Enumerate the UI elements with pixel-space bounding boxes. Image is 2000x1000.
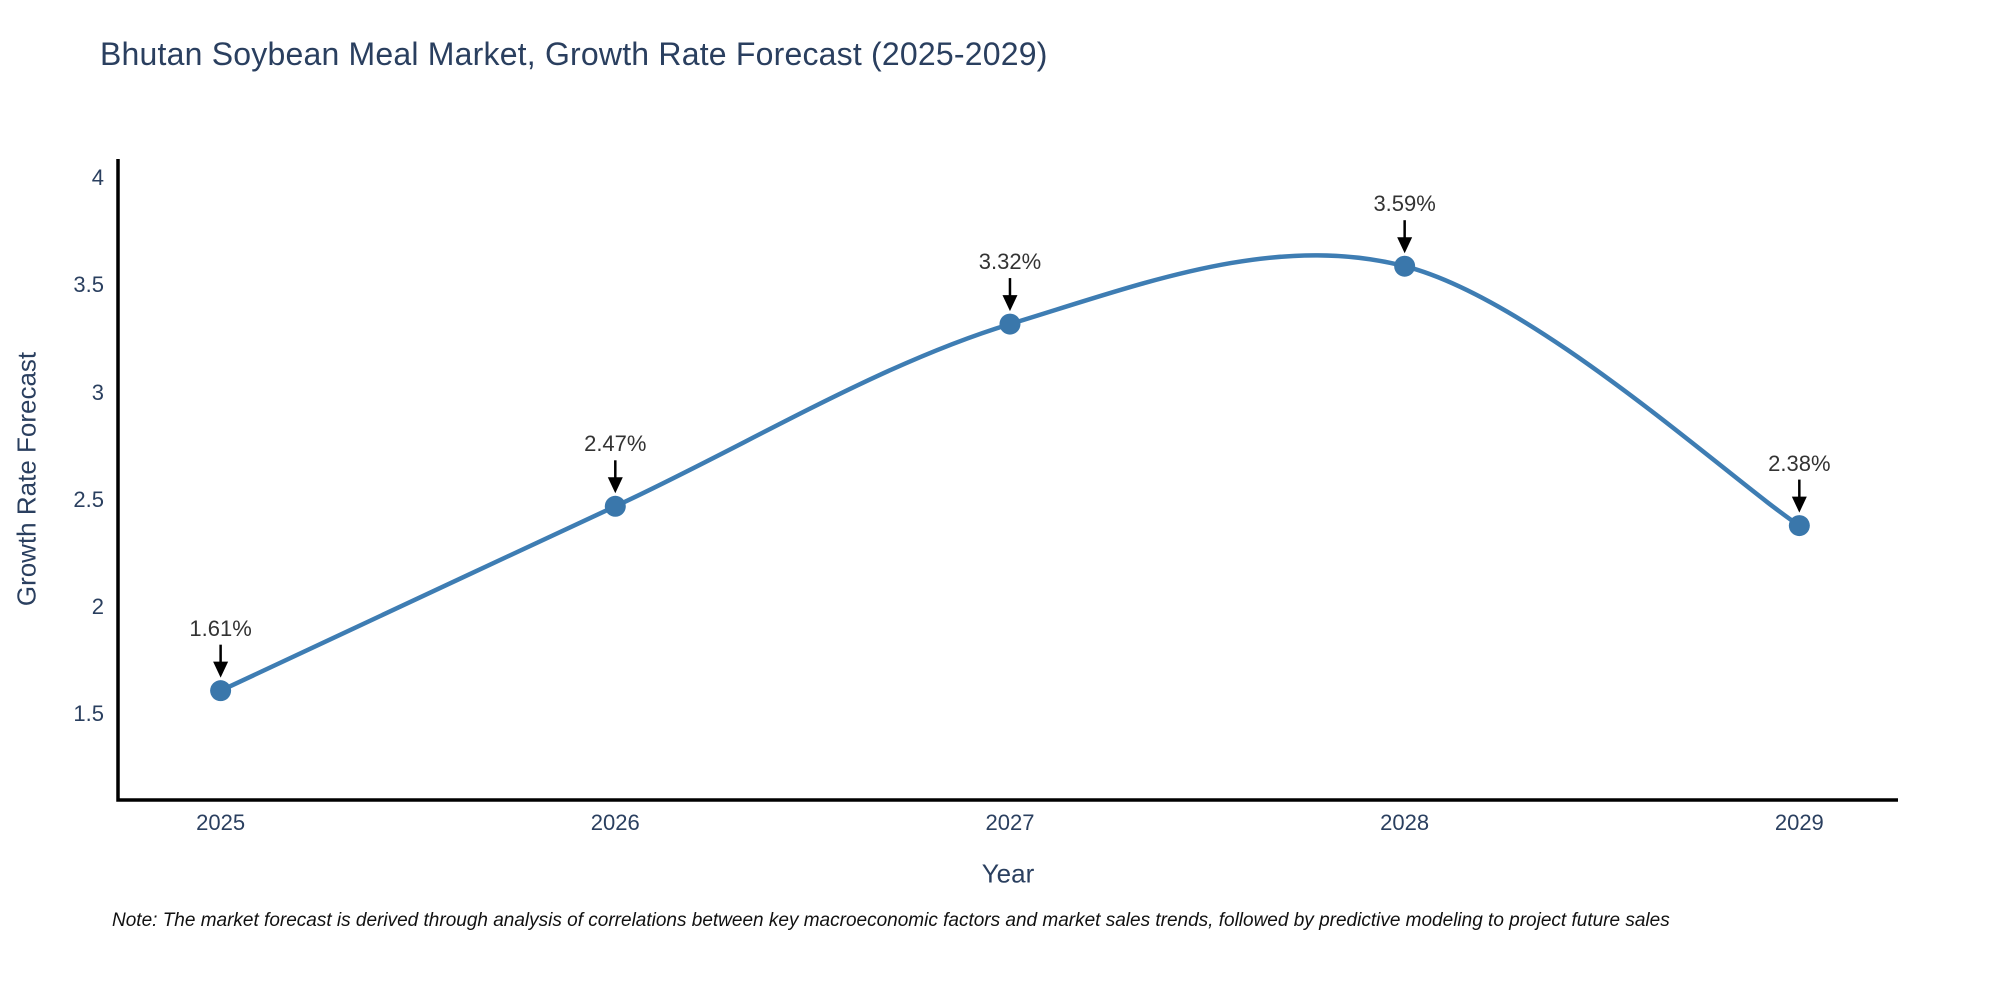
data-point-marker [999,313,1021,335]
x-tick-label: 2027 [985,810,1035,835]
annotation-arrow-head [1791,496,1807,513]
y-axis-title: Growth Rate Forecast [11,351,42,607]
y-tick-label: 4 [91,165,104,191]
y-tick-label: 1.5 [73,701,104,727]
data-point-marker [1788,515,1810,537]
x-tick-label: 2025 [196,810,246,835]
x-tick-label: 2029 [1774,810,1824,835]
y-tick-label: 2.5 [73,486,104,512]
point-value-label: 3.32% [978,249,1042,275]
x-axis-title: Year [981,858,1035,889]
point-value-label: 3.59% [1373,191,1436,217]
y-tick-label: 2 [91,594,104,620]
annotation-arrow-head [213,661,229,678]
annotation-arrow-head [1002,295,1018,312]
chart-title: Bhutan Soybean Meal Market, Growth Rate … [100,36,1048,72]
point-value-label: 2.47% [584,431,647,457]
y-tick-label: 3 [91,379,104,405]
footnote: Note: The market forecast is derived thr… [112,910,1670,931]
annotation-arrow-head [1397,237,1413,254]
point-value-label: 2.38% [1768,450,1831,476]
point-value-label: 1.61% [189,615,252,641]
axes-lines [116,159,1898,802]
data-point-marker [1394,255,1416,277]
x-tick-label: 2026 [590,810,640,835]
y-tick-label: 3.5 [73,272,104,298]
data-point-marker [604,495,626,517]
data-point-marker [210,680,232,702]
x-tick-label: 2028 [1380,810,1430,835]
annotation-arrow-head [607,477,623,494]
